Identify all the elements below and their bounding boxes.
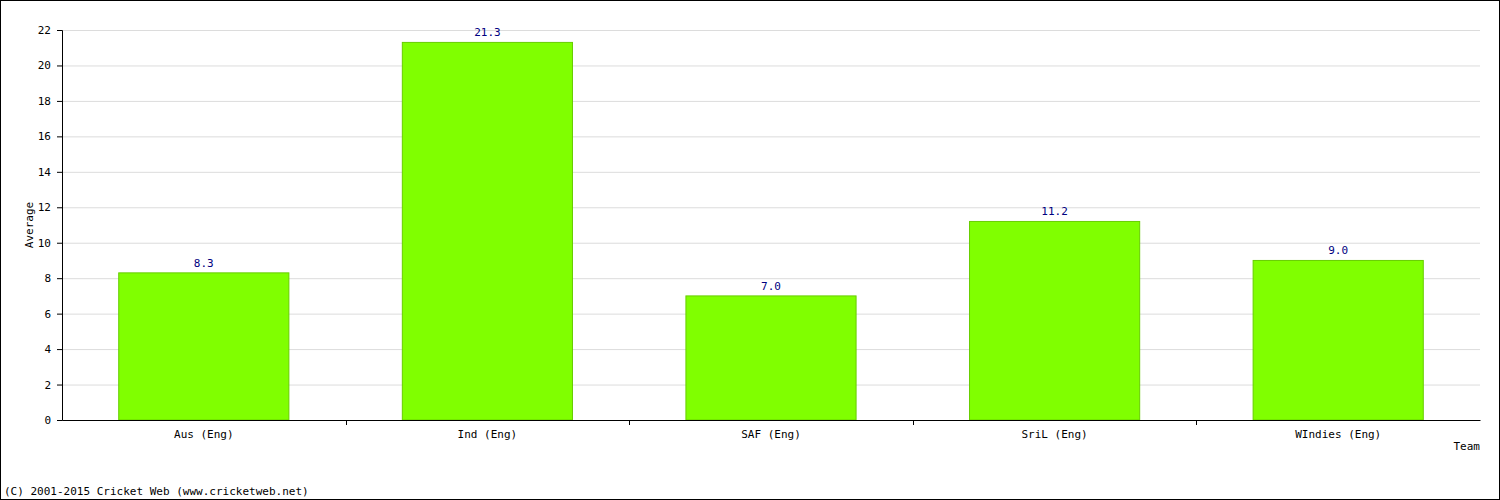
y-tick-label: 14 xyxy=(38,166,52,179)
x-axis: Aus (Eng) Ind (Eng) SAF (Eng) SriL (Eng) WIn… xyxy=(63,420,1481,441)
bar xyxy=(402,42,572,420)
grid-line xyxy=(62,101,1480,102)
annotation: (C) 2001-2015 Cricket Web (www.cricketwe… xyxy=(4,485,309,498)
y-tick-mark xyxy=(57,172,62,173)
band-separators xyxy=(347,420,1197,425)
data-label: 21.3 xyxy=(474,26,501,39)
y-tick-mark xyxy=(57,314,62,315)
plot: 8.3 21.3 7.0 11.2 9.0 0 2 4 6 8 10 12 14 16 18 20 22 Aus … xyxy=(38,24,1481,441)
grid-line xyxy=(62,420,1480,421)
y-tick-mark xyxy=(57,243,62,244)
y-tick-label: 10 xyxy=(38,237,51,250)
x-axis-line xyxy=(63,420,1481,421)
y-tick-mark xyxy=(57,65,62,66)
band-separator xyxy=(629,420,630,425)
bars xyxy=(119,42,1424,420)
x-tick-label: SAF (Eng) xyxy=(741,428,801,441)
bar xyxy=(970,221,1140,420)
grid-line xyxy=(62,243,1480,244)
y-tick-label: 4 xyxy=(44,343,51,356)
y-tick: 12 xyxy=(38,201,62,214)
data-label: 9.0 xyxy=(1328,244,1348,257)
x-tick-label: Ind (Eng) xyxy=(458,428,518,441)
y-tick-label: 0 xyxy=(44,414,51,427)
y-tick-label: 6 xyxy=(44,308,51,321)
grid-line xyxy=(62,136,1480,137)
y-tick-mark xyxy=(57,420,62,421)
y-tick: 8 xyxy=(44,272,62,285)
frame xyxy=(1,1,1500,500)
y-tick: 18 xyxy=(38,95,62,108)
chart: 8.3 21.3 7.0 11.2 9.0 0 2 4 6 8 10 12 14 16 18 20 22 Aus … xyxy=(0,0,1500,500)
y-tick: 6 xyxy=(44,308,62,321)
x-tick-label: Aus (Eng) xyxy=(174,428,234,441)
bar xyxy=(119,273,289,420)
grid xyxy=(62,31,1480,421)
y-tick-mark xyxy=(57,101,62,102)
y-tick: 16 xyxy=(38,130,62,143)
grid-line xyxy=(62,172,1480,173)
x-axis-title: Team xyxy=(1454,440,1481,453)
grid-line xyxy=(62,207,1480,208)
y-tick: 0 xyxy=(44,414,62,427)
y-axis: 0 2 4 6 8 10 12 14 16 18 20 22 xyxy=(38,24,63,427)
grid-line xyxy=(62,65,1480,66)
x-tick-label: WIndies (Eng) xyxy=(1295,428,1381,441)
y-tick: 14 xyxy=(38,166,62,179)
y-axis-title: Average xyxy=(23,202,36,248)
bar xyxy=(1253,260,1423,420)
x-tick: WIndies (Eng) xyxy=(1295,420,1381,441)
y-tick-label: 18 xyxy=(38,95,51,108)
y-tick: 10 xyxy=(38,237,62,250)
data-label: 11.2 xyxy=(1041,205,1068,218)
x-tick: Aus (Eng) xyxy=(174,420,234,441)
x-tick: SAF (Eng) xyxy=(741,420,801,441)
y-tick-mark xyxy=(57,30,62,31)
x-tick-label: SriL (Eng) xyxy=(1021,428,1087,441)
x-tick: SriL (Eng) xyxy=(1021,420,1087,441)
data-labels: 8.3 21.3 7.0 11.2 9.0 xyxy=(194,26,1348,293)
band-separator xyxy=(913,420,914,425)
y-tick-label: 2 xyxy=(44,379,51,392)
y-axis-line xyxy=(57,31,63,421)
data-label: 8.3 xyxy=(194,257,214,270)
y-tick-mark xyxy=(57,385,62,386)
y-tick: 20 xyxy=(38,59,62,72)
y-tick: 4 xyxy=(44,343,62,356)
y-tick-mark xyxy=(57,278,62,279)
y-tick-label: 20 xyxy=(38,59,51,72)
x-tick: Ind (Eng) xyxy=(458,420,518,441)
y-tick-mark xyxy=(57,136,62,137)
band-separator xyxy=(346,420,347,425)
band-separator xyxy=(1196,420,1197,425)
y-tick: 2 xyxy=(44,379,62,392)
grid-line xyxy=(62,30,1480,31)
data-label: 7.0 xyxy=(761,280,781,293)
y-tick-mark xyxy=(57,207,62,208)
annotations: (C) 2001-2015 Cricket Web (www.cricketwe… xyxy=(4,485,309,498)
y-tick-label: 22 xyxy=(38,24,51,37)
y-tick-label: 8 xyxy=(44,272,51,285)
y-tick-label: 12 xyxy=(38,201,51,214)
y-tick-label: 16 xyxy=(38,130,51,143)
bar xyxy=(686,296,856,420)
y-tick: 22 xyxy=(38,24,62,37)
y-tick-mark xyxy=(57,349,62,350)
